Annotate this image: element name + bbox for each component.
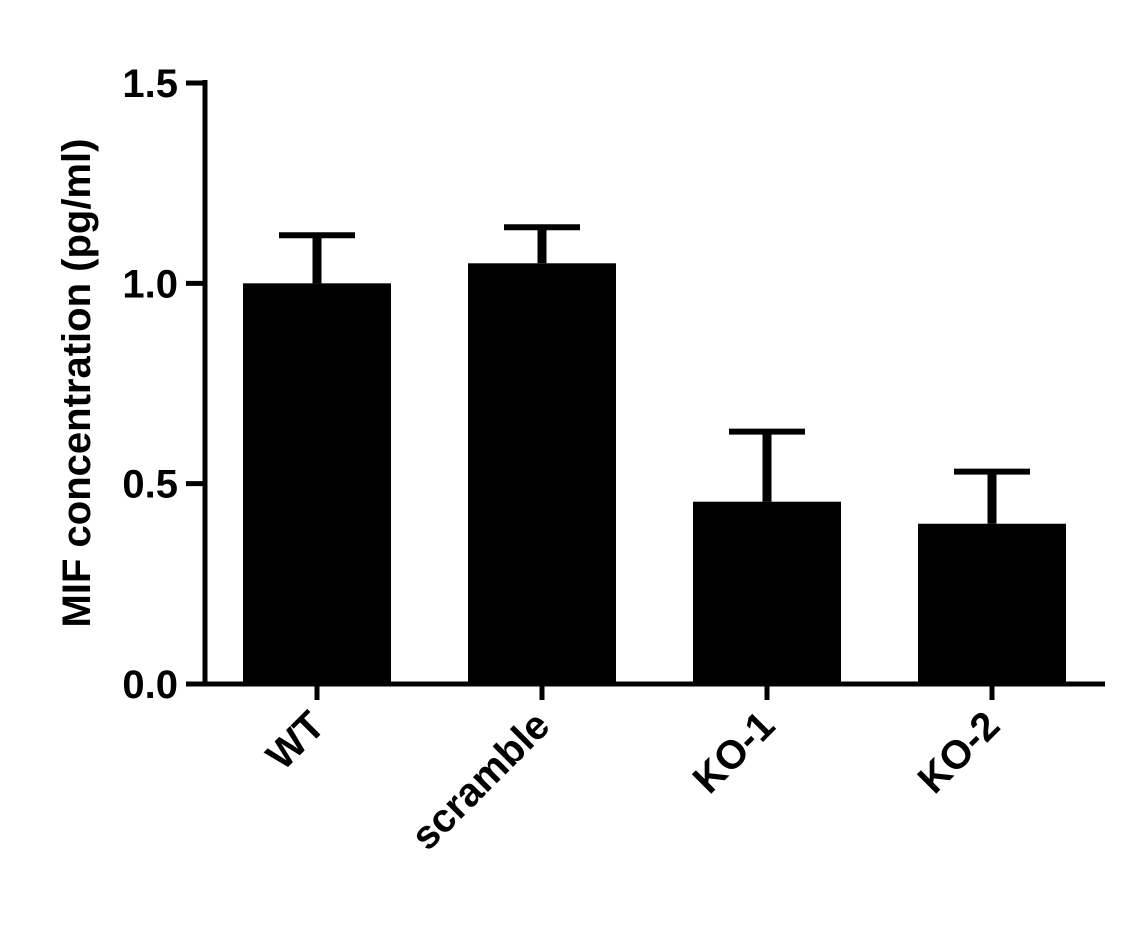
x-tick-label: KO-2 bbox=[910, 703, 1009, 802]
x-tick-label: WT bbox=[258, 703, 333, 778]
y-tick-label: 1.5 bbox=[122, 62, 178, 106]
y-tick-label: 1.0 bbox=[122, 262, 178, 306]
bar bbox=[468, 263, 616, 684]
bar bbox=[918, 523, 1066, 684]
x-tick-label: scramble bbox=[403, 703, 558, 858]
y-axis-label: MIF concentration (pg/ml) bbox=[55, 139, 99, 628]
bar bbox=[693, 501, 841, 684]
y-tick-label: 0.0 bbox=[122, 663, 178, 707]
x-tick-label: KO-1 bbox=[685, 703, 784, 802]
bar bbox=[243, 283, 391, 684]
y-tick-label: 0.5 bbox=[122, 463, 178, 507]
